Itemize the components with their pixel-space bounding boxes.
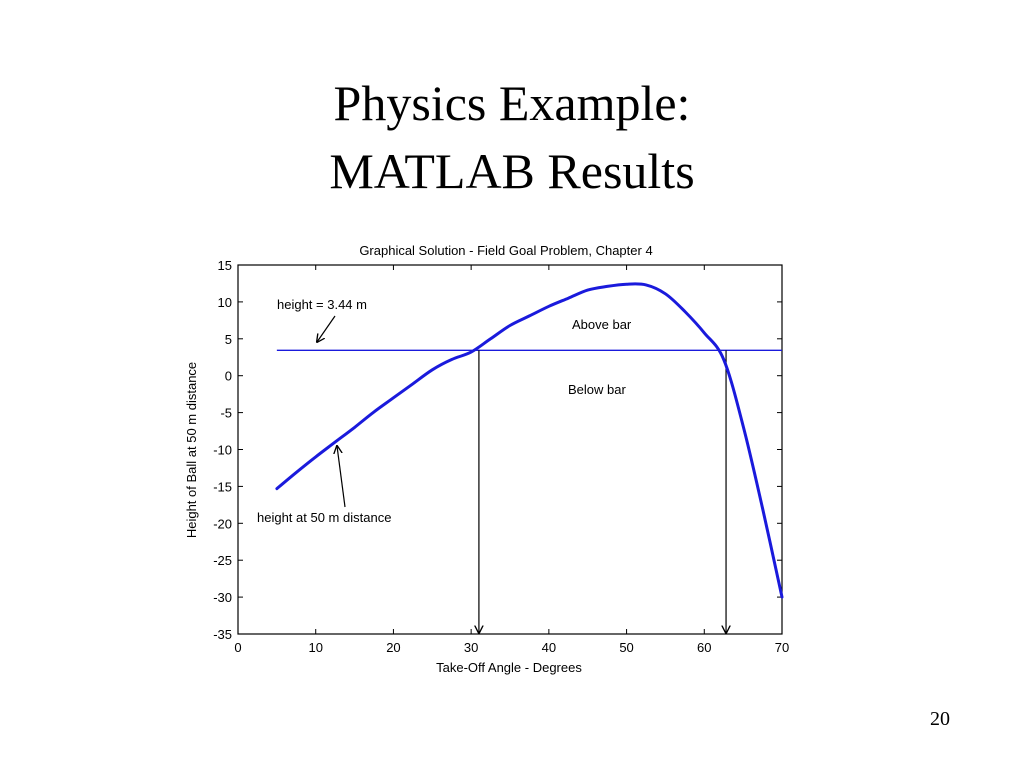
chart-title: Graphical Solution - Field Goal Problem,… [359, 243, 652, 258]
y-tick-label: -20 [213, 516, 232, 531]
annotation-below-bar: Below bar [568, 382, 626, 397]
x-tick-label: 60 [697, 640, 711, 655]
x-tick-label: 70 [775, 640, 789, 655]
y-axis-label: Height of Ball at 50 m distance [184, 362, 199, 538]
y-tick-label: -30 [213, 590, 232, 605]
page-number: 20 [930, 708, 950, 730]
x-tick-label: 30 [464, 640, 478, 655]
y-tick-label: 5 [225, 332, 232, 347]
annotation-above-bar: Above bar [572, 317, 632, 332]
slide-title-line-1: Physics Example: [333, 75, 691, 131]
annotation-height-label: height = 3.44 m [277, 297, 367, 312]
y-tick-label: -35 [213, 627, 232, 642]
y-tick-label: -25 [213, 553, 232, 568]
slide-title-line-2: MATLAB Results [329, 143, 695, 199]
y-tick-label: 10 [218, 295, 232, 310]
curve-layer [275, 282, 784, 599]
y-tick-label: -10 [213, 443, 232, 458]
y-tick-label: 15 [218, 258, 232, 273]
curve-label-arrow [337, 446, 346, 508]
x-tick-label: 50 [619, 640, 633, 655]
x-axis-label: Take-Off Angle - Degrees [436, 660, 582, 675]
plot-frame [237, 264, 783, 635]
y-tick-label: 0 [225, 369, 232, 384]
x-tick-label: 0 [234, 640, 241, 655]
x-tick-label: 40 [542, 640, 556, 655]
height-label-arrow [317, 315, 336, 342]
axis-ticks: 0 10 20 30 40 50 60 70151050-5-10-15-20-25-30-3… [213, 258, 789, 655]
y-tick-label: -5 [220, 406, 232, 421]
x-tick-label: 20 [386, 640, 400, 655]
reference-layer [276, 349, 782, 633]
height-curve [275, 282, 784, 599]
y-tick-label: -15 [213, 479, 232, 494]
annotation-curve-label: height at 50 m distance [257, 510, 391, 525]
x-tick-label: 10 [308, 640, 322, 655]
